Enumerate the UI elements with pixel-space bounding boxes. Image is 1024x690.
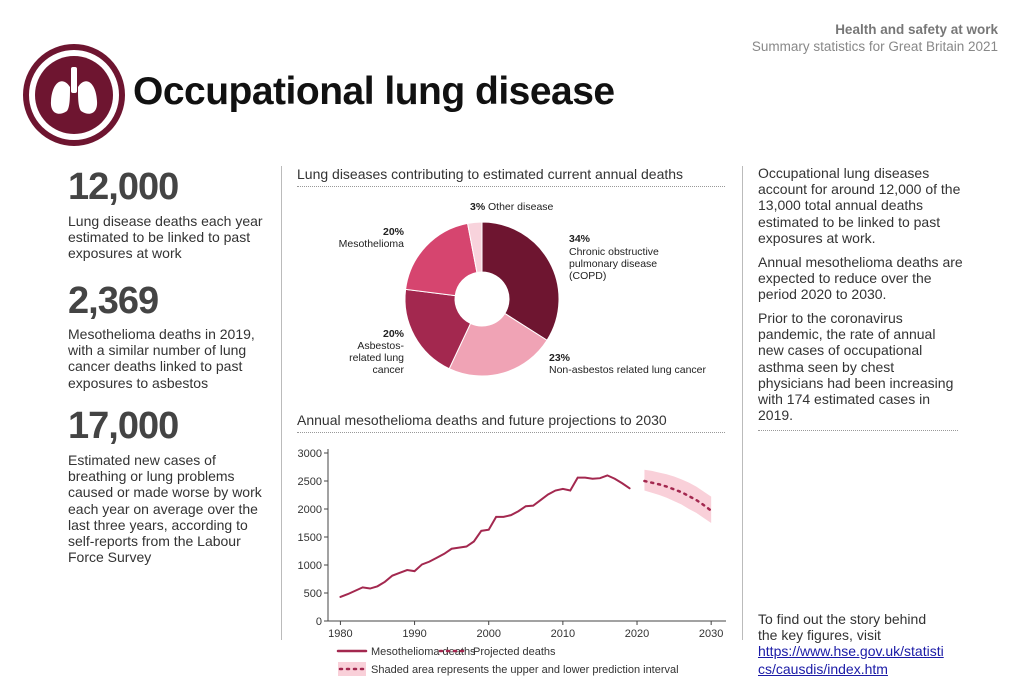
legend-label: Projected deaths xyxy=(473,646,556,658)
key-figure-text: Estimated new cases of breathing or lung… xyxy=(68,452,262,566)
y-tick-label: 1000 xyxy=(298,560,322,572)
donut-segment xyxy=(481,221,560,341)
series-line xyxy=(339,474,631,598)
donut-chart xyxy=(404,221,560,377)
category-label: Asbestos-related lung cancer xyxy=(349,340,404,376)
percent-label: 20% xyxy=(382,328,404,340)
legend-swatch xyxy=(338,662,366,676)
category-label: Chronic obstructive pulmonary disease (C… xyxy=(569,246,659,282)
paragraph: Annual mesothelioma deaths are expected … xyxy=(758,254,963,303)
donut-segment xyxy=(404,288,472,370)
separator xyxy=(297,432,725,433)
percent-label: 20% xyxy=(382,226,404,238)
y-tick-label: 2000 xyxy=(298,504,322,516)
page-title: Occupational lung disease xyxy=(133,70,615,113)
donut-segment xyxy=(405,222,478,297)
legend-label: Mesothelioma deaths xyxy=(371,646,476,658)
paragraph: Occupational lung diseases account for a… xyxy=(758,165,961,246)
percent-label: 34% xyxy=(569,233,591,245)
x-tick-label: 2000 xyxy=(476,628,500,640)
y-tick-label: 1500 xyxy=(298,532,322,544)
org-name: Health and safety at work xyxy=(835,22,998,37)
y-tick-label: 3000 xyxy=(298,448,322,460)
paragraph: Prior to the coronavirus pandemic, the r… xyxy=(758,310,954,424)
x-tick-label: 2030 xyxy=(699,628,723,640)
link[interactable]: https://www.hse.gov.uk/statistics/causdi… xyxy=(758,643,944,677)
series-line xyxy=(643,479,713,512)
x-tick-label: 1980 xyxy=(328,628,352,640)
y-tick-label: 0 xyxy=(316,616,322,628)
subtitle: Summary statistics for Great Britain 202… xyxy=(751,39,998,54)
link-intro: To find out the story behind the key fig… xyxy=(758,611,927,644)
divider xyxy=(742,166,743,640)
separator xyxy=(297,186,725,187)
category-label: Mesothelioma xyxy=(338,238,404,250)
percent-label: 3% xyxy=(470,201,486,213)
prediction-interval xyxy=(644,469,712,523)
donut-segment xyxy=(466,221,483,274)
x-tick-label: 2020 xyxy=(625,628,649,640)
key-figure: 12,000 xyxy=(68,166,179,208)
category-label: Other disease xyxy=(488,201,554,213)
legend-label: Shaded area represents the upper and low… xyxy=(371,664,679,676)
separator xyxy=(758,430,958,431)
y-tick-label: 500 xyxy=(304,588,322,600)
x-tick-label: 2010 xyxy=(551,628,575,640)
divider xyxy=(281,166,282,640)
line-chart: 0 500 1000 1500 2000 2500 3000 1980 1990 2000 2010… xyxy=(298,448,726,676)
y-tick-label: 2500 xyxy=(298,476,322,488)
chart-title: Annual mesothelioma deaths and future pr… xyxy=(297,412,667,428)
chart-title: Lung diseases contributing to estimated … xyxy=(297,166,684,182)
key-figure-text: Lung disease deaths each year estimated … xyxy=(68,213,263,262)
percent-label: 23% xyxy=(549,352,571,364)
key-figure: 2,369 xyxy=(68,280,159,322)
donut-segment xyxy=(448,312,548,377)
logo xyxy=(23,44,125,146)
category-label: Non-asbestos related lung cancer xyxy=(549,364,707,376)
x-tick-label: 1990 xyxy=(402,628,426,640)
key-figure-text: Mesothelioma deaths in 2019, with a simi… xyxy=(68,326,255,391)
key-figure: 17,000 xyxy=(68,405,179,447)
